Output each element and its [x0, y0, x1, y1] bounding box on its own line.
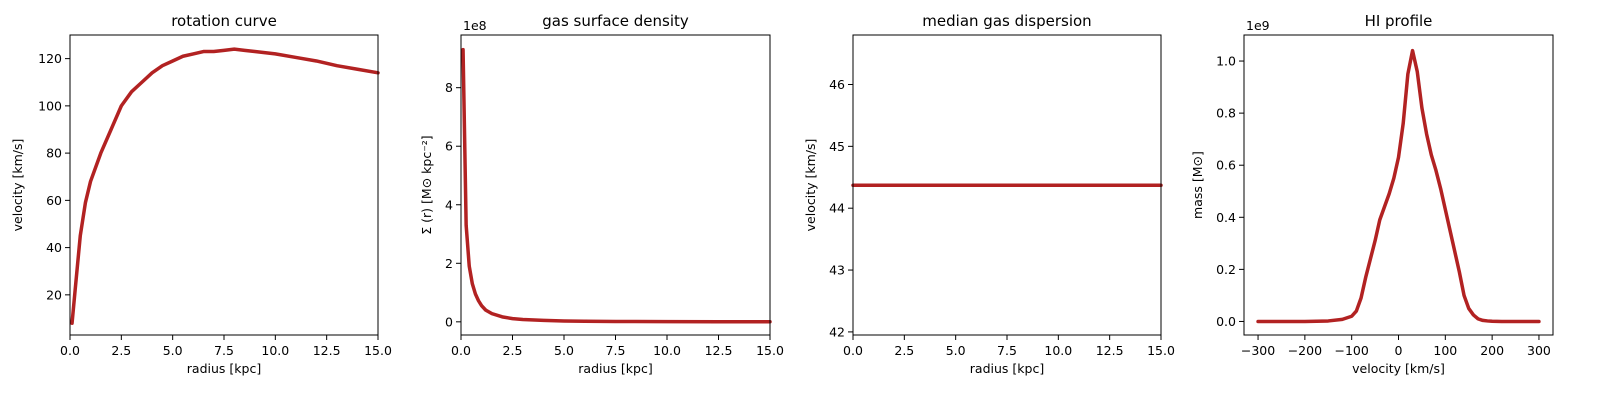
y-tick-label: 6 — [445, 139, 453, 154]
x-tick-label: 2.5 — [503, 343, 523, 358]
chart-title: HI profile — [1365, 12, 1433, 30]
x-tick-label: 100 — [1433, 343, 1457, 358]
x-tick-label: 200 — [1480, 343, 1504, 358]
y-axis-label: velocity [km/s] — [803, 139, 818, 232]
x-tick-label: −100 — [1335, 343, 1369, 358]
y-tick-label: 0.2 — [1216, 262, 1236, 277]
chart-panel-3: 0.0 2.5 5.0 7.5 10.0 12.5 15.0 42 43 44 45 46 median… — [803, 12, 1175, 376]
y-tick-label: 20 — [46, 287, 62, 302]
y-tick-label: 0.8 — [1216, 106, 1236, 121]
x-tick-label: 7.5 — [997, 343, 1017, 358]
chart-panel-4: −300 −200 −100 0 100 200 300 0.0 0.2 0.4 0.6 0.8 1.0… — [1190, 12, 1554, 376]
y-tick-label: 8 — [445, 80, 453, 95]
series-line-1 — [1256, 48, 1541, 324]
x-tick-label: 12.5 — [705, 343, 733, 358]
series-line-1 — [70, 47, 380, 325]
chart-panel-1: 0.0 2.5 5.0 7.5 10.0 12.5 15.0 20 40 60 80 100 120 ro… — [10, 12, 392, 376]
chart-title: gas surface density — [542, 12, 689, 30]
y-tick-label: 42 — [829, 324, 845, 339]
y-tick-label: 80 — [46, 146, 62, 161]
y-tick-label: 0.6 — [1216, 158, 1236, 173]
x-axis-label: radius [kpc] — [970, 361, 1044, 376]
x-tick-label: 10.0 — [653, 343, 681, 358]
x-tick-label: 5.0 — [946, 343, 966, 358]
x-tick-label: 12.5 — [313, 343, 341, 358]
y-tick-label: 43 — [829, 263, 845, 278]
chart-panel-2: 0.0 2.5 5.0 7.5 10.0 12.5 15.0 0 2 4 6 8 1e8 gas surf… — [419, 12, 784, 376]
y-axis-label: velocity [km/s] — [10, 139, 25, 232]
y-tick-label: 100 — [38, 98, 62, 113]
chart-title: median gas dispersion — [922, 12, 1091, 30]
y-tick-label: 1.0 — [1216, 54, 1236, 69]
series-line-1 — [461, 47, 772, 324]
axes-frame — [69, 34, 379, 336]
x-tick-label: 10.0 — [1044, 343, 1072, 358]
x-tick-label: −300 — [1241, 343, 1275, 358]
x-tick-label: 15.0 — [364, 343, 392, 358]
y-tick-label: 40 — [46, 240, 62, 255]
x-axis-label: radius [kpc] — [578, 361, 652, 376]
x-tick-label: 0.0 — [451, 343, 471, 358]
x-tick-label: 0.0 — [60, 343, 80, 358]
x-tick-label: 2.5 — [111, 343, 131, 358]
x-axis-label: velocity [km/s] — [1352, 361, 1445, 376]
axis-offset-text: 1e8 — [463, 18, 487, 33]
y-tick-label: 44 — [829, 201, 845, 216]
x-tick-label: 2.5 — [894, 343, 914, 358]
chart-title: rotation curve — [171, 12, 277, 30]
x-tick-label: 15.0 — [1147, 343, 1175, 358]
y-tick-label: 46 — [829, 77, 845, 92]
x-tick-label: 5.0 — [554, 343, 574, 358]
x-tick-label: 7.5 — [606, 343, 626, 358]
y-tick-label: 45 — [829, 139, 845, 154]
y-tick-label: 60 — [46, 193, 62, 208]
x-tick-label: 0 — [1395, 343, 1403, 358]
x-axis-label: radius [kpc] — [187, 361, 261, 376]
x-tick-label: 5.0 — [163, 343, 183, 358]
y-tick-label: 4 — [445, 197, 453, 212]
axis-offset-text: 1e9 — [1246, 18, 1270, 33]
y-tick-label: 0.0 — [1216, 314, 1236, 329]
y-tick-label: 0.4 — [1216, 210, 1236, 225]
axes-frame — [1243, 34, 1554, 336]
x-tick-label: 15.0 — [756, 343, 784, 358]
y-axis-label: mass [M⊙] — [1190, 151, 1205, 219]
y-axis-label: Σ (r) [M⊙ kpc⁻²] — [419, 135, 434, 234]
x-tick-label: 0.0 — [843, 343, 863, 358]
x-tick-label: −200 — [1288, 343, 1322, 358]
axes-frame — [460, 34, 771, 336]
x-tick-label: 10.0 — [261, 343, 289, 358]
y-tick-label: 2 — [445, 256, 453, 271]
x-tick-label: 300 — [1527, 343, 1551, 358]
x-tick-label: 12.5 — [1096, 343, 1124, 358]
y-tick-label: 0 — [445, 314, 453, 329]
y-tick-label: 120 — [38, 51, 62, 66]
x-tick-label: 7.5 — [214, 343, 234, 358]
